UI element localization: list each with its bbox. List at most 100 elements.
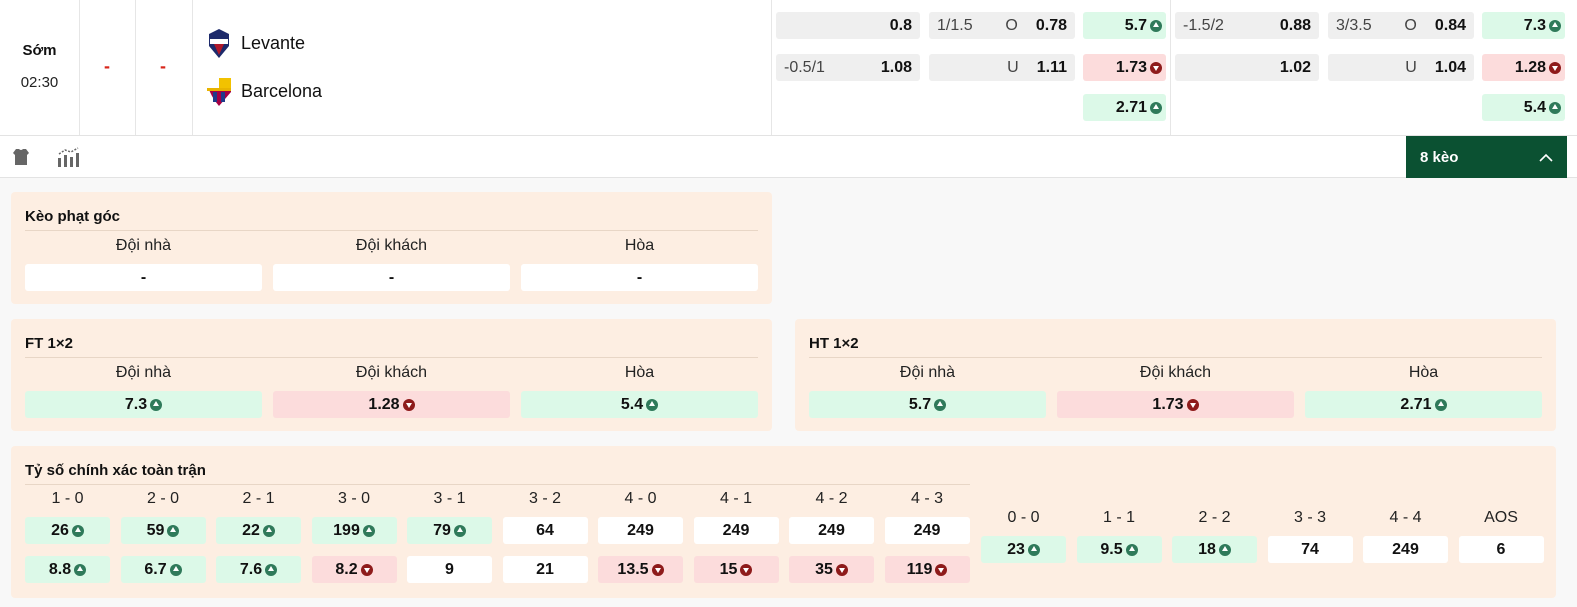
score-odds-cell[interactable]: 119 [884,556,970,583]
handicap-line: -1.5/2 [1183,16,1224,34]
more-odds-button[interactable]: 8 kèo [1406,136,1567,178]
1x2-odd[interactable]: 2.71 [1083,94,1166,121]
handicap-odd[interactable]: -1.5/2 0.88 [1175,12,1319,39]
over-under-odd[interactable]: U 1.11 [929,54,1075,81]
odds-value: - [636,268,643,286]
score-odds-cell[interactable]: 22 [216,517,301,544]
away-team[interactable]: Barcelona [205,76,322,106]
score-odds-cell[interactable]: 23 [981,536,1066,563]
score-odds-cell[interactable]: 249 [693,517,779,544]
odds-value: 119 [906,560,933,578]
score-odds-cell[interactable]: 249 [1363,536,1448,563]
arrow-down-icon [651,563,664,576]
home-team[interactable]: Levante [205,28,305,58]
shirt-icon[interactable] [11,148,31,166]
stats-chart-icon[interactable] [57,147,81,167]
score-odds-cell[interactable]: 249 [884,517,970,544]
odds-value: 2.71 [1400,395,1432,413]
score-odds-cell[interactable]: 64 [502,517,588,544]
panel-title: HT 1×2 [809,335,859,352]
odds-cell[interactable]: - [521,264,758,291]
score-odds-cell[interactable]: 9.5 [1076,536,1162,563]
arrow-up-icon [169,563,182,576]
score-odds-cell[interactable]: 199 [311,517,397,544]
correct-score-panel: Tỷ số chính xác toàn trận 1 - 0 26 8.8 2 - 0… [11,446,1556,598]
over-under-odd[interactable]: U 1.04 [1328,54,1474,81]
match-row: Sớm 02:30 - - Levante Barcelona 0.8 -0.5/… [0,0,1577,136]
odds-value: 13.5 [617,560,649,578]
score-label: 1 - 0 [51,490,84,507]
odds-value: 6.7 [144,560,167,578]
handicap-odd[interactable]: 1.02 [1175,54,1319,81]
barcelona-crest-icon [207,78,231,106]
1x2-odd[interactable]: 7.3 [1482,12,1565,39]
1x2-value: 2.71 [1115,98,1147,116]
score-odds-cell[interactable]: 74 [1267,536,1353,563]
handicap-odd[interactable]: -0.5/1 1.08 [776,54,920,81]
odds-cell[interactable]: - [25,264,262,291]
score-odds-cell[interactable]: 15 [693,556,779,583]
ft-1x2-panel: FT 1×2 Đội nhà 7.3 Đội khách 1.28 Hòa 5.4 [11,319,772,431]
odds-value: 8.8 [48,560,72,578]
odds-value: 8.2 [335,560,358,578]
odds-cell[interactable]: 5.7 [809,391,1046,418]
divider [25,357,758,358]
arrow-down-icon [935,563,948,576]
score-odds-cell[interactable]: 6 [1458,536,1544,563]
chevron-up-icon [1539,153,1553,162]
score-odds-cell[interactable]: 249 [789,517,874,544]
over-under-odd[interactable]: 3/3.5 O 0.84 [1328,12,1474,39]
odds-cell[interactable]: 7.3 [25,391,262,418]
1x2-odd[interactable]: 1.28 [1482,54,1565,81]
1x2-value: 1.28 [1514,58,1546,76]
1x2-value: 7.3 [1523,16,1546,34]
arrow-up-icon [1150,101,1162,114]
score-odds-cell[interactable]: 8.8 [25,556,110,583]
arrow-up-icon [1434,398,1447,411]
score-odds-cell[interactable]: 6.7 [120,556,206,583]
score-label: 0 - 0 [1007,509,1040,526]
score-odds-cell[interactable]: 21 [502,556,588,583]
arrow-up-icon [934,398,947,411]
arrow-up-icon [1150,19,1162,32]
1x2-odd[interactable]: 5.4 [1482,94,1565,121]
over-under-side: O [1005,16,1018,34]
score-odds-cell[interactable]: 59 [120,517,206,544]
over-under-side: U [1007,58,1019,76]
1x2-odd[interactable]: 1.73 [1083,54,1166,81]
score-odds-cell[interactable]: 7.6 [216,556,301,583]
score-odds-cell[interactable]: 79 [407,517,492,544]
column-header: Đội khách [355,364,428,381]
score-label: 2 - 1 [242,490,275,507]
odds-value: 59 [146,521,165,539]
column-header: Đội nhà [115,364,172,381]
odds-value: 21 [536,560,554,578]
over-under-odd[interactable]: 1/1.5 O 0.78 [929,12,1075,39]
score-odds-cell[interactable]: 18 [1172,536,1257,563]
arrow-up-icon [1125,543,1138,556]
odds-cell[interactable]: 5.4 [521,391,758,418]
score-label: 4 - 4 [1389,509,1422,526]
odds-value: 26 [51,521,69,539]
score-odds-cell[interactable]: 249 [598,517,683,544]
arrow-down-icon [1549,61,1561,74]
odds-value: 9 [445,560,454,578]
corner-panel: Kèo phạt góc Đội nhà - Đội khách - Hòa - [11,192,772,304]
score-label: 4 - 0 [624,490,657,507]
score-odds-cell[interactable]: 26 [25,517,110,544]
score-odds-cell[interactable]: 13.5 [598,556,683,583]
1x2-odd[interactable]: 5.7 [1083,12,1166,39]
odds-value: 35 [815,560,833,578]
score-odds-cell[interactable]: 35 [789,556,874,583]
divider [809,357,1542,358]
odds-cell[interactable]: - [273,264,510,291]
score-odds-cell[interactable]: 8.2 [311,556,397,583]
score-odds-cell[interactable]: 9 [407,556,492,583]
handicap-odd[interactable]: 0.8 [776,12,920,39]
odds-cell[interactable]: 1.28 [273,391,510,418]
arrow-up-icon [453,524,466,537]
arrow-up-icon [74,563,87,576]
over-under-value: 1.04 [1434,58,1466,76]
odds-cell[interactable]: 2.71 [1305,391,1542,418]
odds-cell[interactable]: 1.73 [1057,391,1294,418]
